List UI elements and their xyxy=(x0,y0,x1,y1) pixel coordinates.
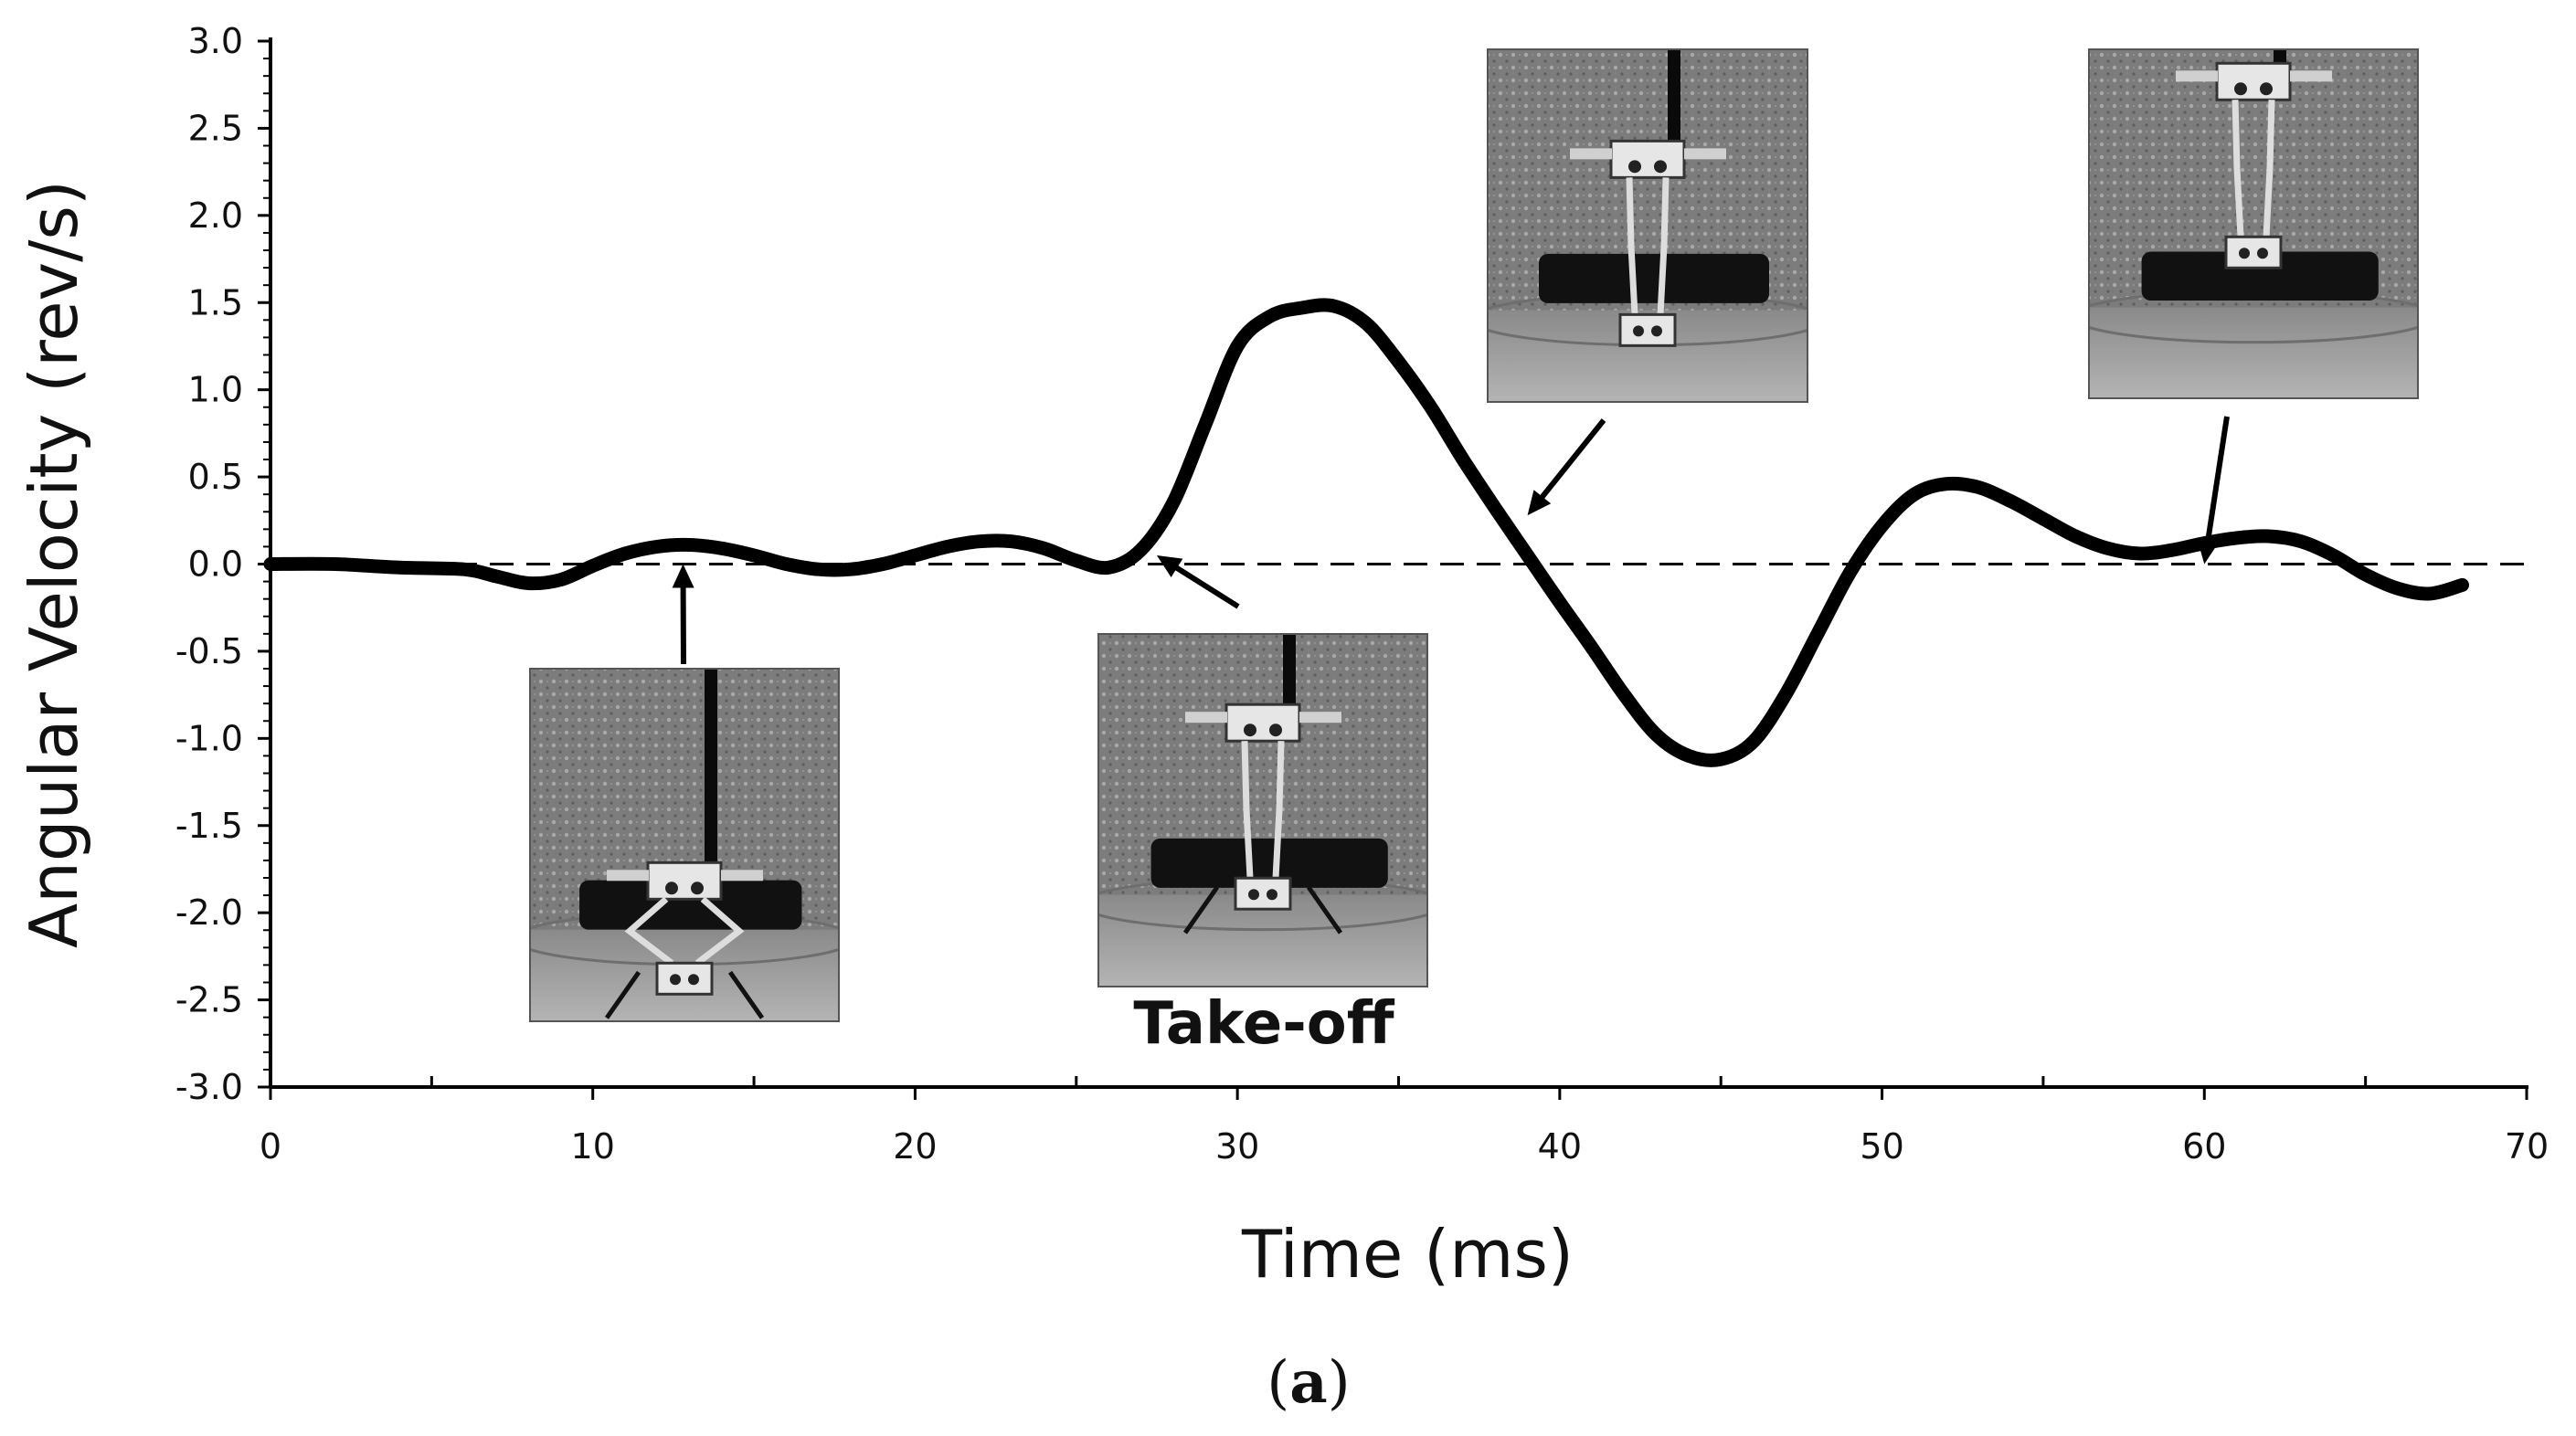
panel-label-close-paren: ) xyxy=(1328,1349,1351,1417)
robot-body xyxy=(1611,141,1684,177)
robot-bolt xyxy=(2257,248,2268,259)
y-axis-title: Angular Velocity (rev/s) xyxy=(16,180,92,948)
robot-bolt xyxy=(688,974,699,985)
robot-bolt xyxy=(691,882,704,894)
inset-content xyxy=(514,669,854,1021)
robot-extended-photo xyxy=(1472,49,1824,402)
robot-bolt xyxy=(1248,889,1259,900)
x-tick-label: 20 xyxy=(893,1126,937,1167)
robot-body xyxy=(1226,704,1299,741)
take-off-label: Take-off xyxy=(1133,990,1394,1058)
y-tick-label: -1.0 xyxy=(175,718,243,758)
panel-label-letter: a xyxy=(1289,1348,1327,1417)
robot-bolt xyxy=(1269,723,1282,736)
robot-crouched-photo xyxy=(514,669,854,1021)
robot-foot xyxy=(2226,237,2281,268)
y-tick-label: -1.5 xyxy=(175,806,243,846)
inset-floor xyxy=(2089,308,2418,398)
y-tick-label: -3.0 xyxy=(175,1067,243,1107)
y-tick-label: 0.5 xyxy=(188,457,243,497)
robot-bolt xyxy=(1651,325,1662,336)
robot-arm xyxy=(2290,70,2332,81)
inset-content xyxy=(1082,634,1444,987)
annotation-arrow-head xyxy=(673,565,694,588)
robot-bolt xyxy=(2239,248,2250,259)
robot-takeoff-photo xyxy=(1082,634,1444,987)
robot-foot xyxy=(1235,878,1290,909)
y-tick-label: -0.5 xyxy=(175,631,243,671)
robot-bolt xyxy=(1267,889,1277,900)
robot-bolt xyxy=(1633,325,1644,336)
x-tick-label: 30 xyxy=(1215,1126,1259,1167)
y-tick-label: 3.0 xyxy=(188,21,243,61)
robot-arm xyxy=(1570,148,1612,159)
y-tick-label: -2.5 xyxy=(175,980,243,1020)
inset-content xyxy=(1472,49,1824,402)
inset-base-block xyxy=(1539,254,1769,303)
y-tick-label: 1.5 xyxy=(188,282,243,322)
robot-bolt xyxy=(2234,82,2247,95)
robot-arm xyxy=(607,870,649,881)
inset-content xyxy=(2072,49,2434,398)
annotation-arrow-shaft xyxy=(1533,420,1604,508)
annotation-arrow-head xyxy=(2197,539,2219,565)
robot-body xyxy=(2217,63,2290,100)
robot-foot xyxy=(1620,314,1675,345)
x-tick-label: 0 xyxy=(260,1126,281,1167)
robot-bolt xyxy=(2260,82,2273,95)
panel-label: (a) xyxy=(1267,1348,1350,1417)
robot-arm xyxy=(1299,712,1341,723)
robot-bolt xyxy=(1654,160,1667,173)
y-tick-label: 0.0 xyxy=(188,544,243,585)
x-tick-label: 40 xyxy=(1538,1126,1582,1167)
robot-foot xyxy=(657,963,712,994)
x-axis-title: Time (ms) xyxy=(1241,1216,1574,1293)
y-tick-label: 2.5 xyxy=(188,108,243,148)
x-tick-label: 50 xyxy=(1860,1126,1903,1167)
robot-arm xyxy=(1684,148,1726,159)
robot-bolt xyxy=(670,974,681,985)
x-tick-label: 10 xyxy=(571,1126,615,1167)
y-tick-label: 2.0 xyxy=(188,195,243,236)
robot-arm xyxy=(721,870,763,881)
y-tick-label: 1.0 xyxy=(188,370,243,410)
robot-bolt xyxy=(665,882,678,894)
robot-airborne-photo xyxy=(2072,49,2434,398)
robot-body xyxy=(648,862,721,899)
robot-bolt xyxy=(1628,160,1641,173)
panel-label-open-paren: ( xyxy=(1267,1349,1289,1417)
robot-arm xyxy=(1185,712,1227,723)
robot-arm xyxy=(2176,70,2218,81)
robot-bolt xyxy=(1244,723,1256,736)
x-tick-label: 70 xyxy=(2505,1126,2549,1167)
x-tick-label: 60 xyxy=(2182,1126,2226,1167)
y-tick-label: -2.0 xyxy=(175,892,243,933)
